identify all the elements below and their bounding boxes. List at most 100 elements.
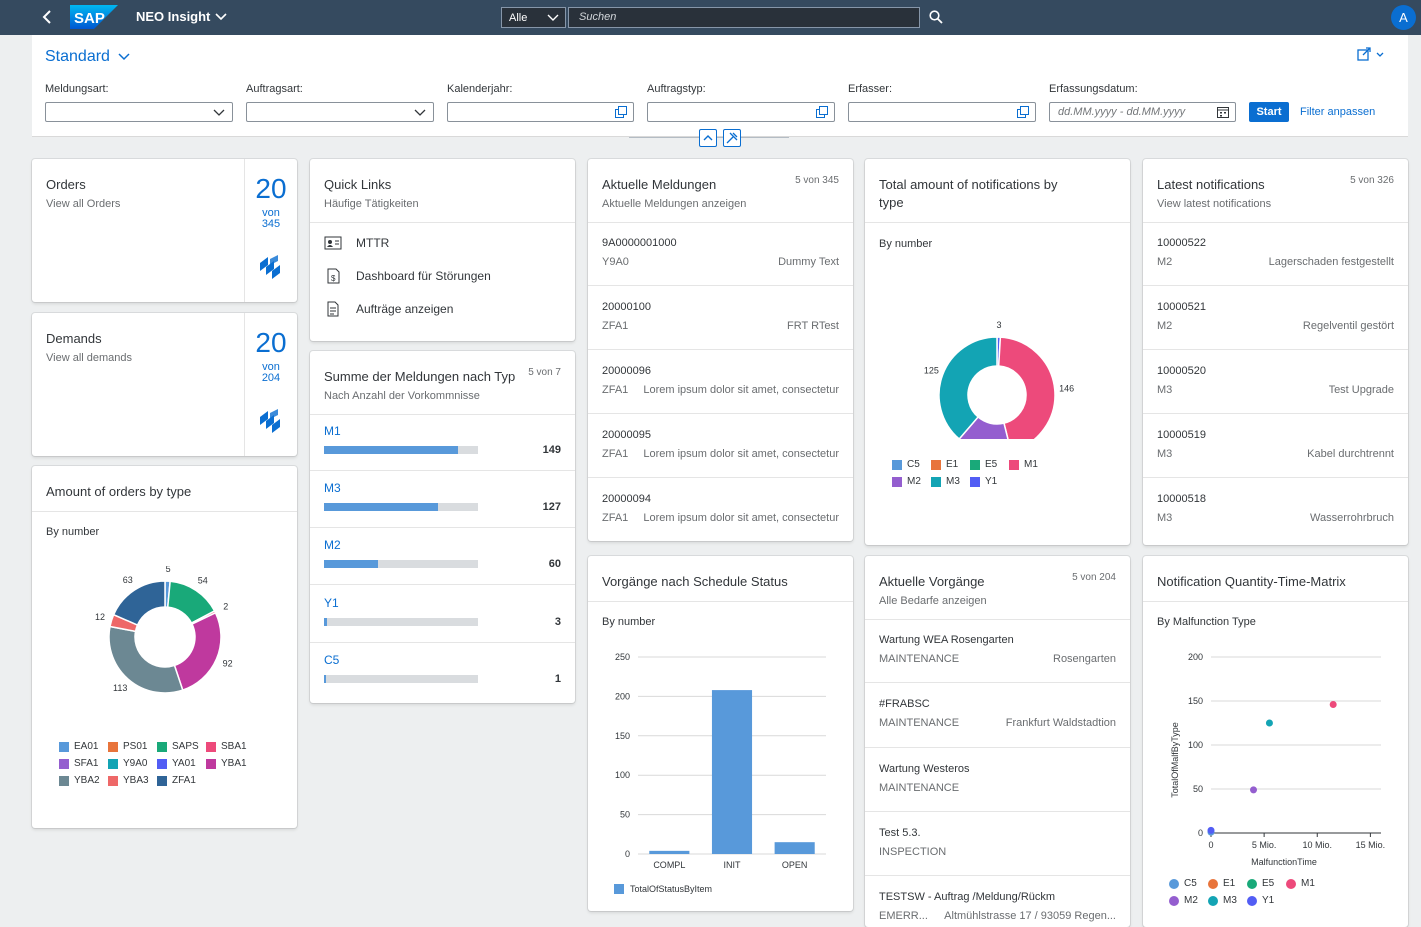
search-scope-select[interactable]: Alle — [501, 7, 566, 28]
list-item[interactable]: TESTSW - Auftrag /Meldung/Rückm EMERR... A… — [865, 876, 1130, 927]
legend-item-c5[interactable]: C5 — [892, 459, 920, 470]
meldungsart-select[interactable] — [45, 102, 233, 122]
filter-label-auftragsart: Auftragsart: — [246, 83, 303, 95]
scatter-point-m2[interactable] — [1250, 786, 1257, 794]
legend-item-m1[interactable]: M1 — [1286, 878, 1315, 889]
list-item[interactable]: Test 5.3. INSPECTION — [865, 812, 1130, 877]
legend-item-sba1[interactable]: SBA1 — [206, 741, 247, 752]
bar-row-y1[interactable]: Y1 3 — [310, 586, 575, 643]
legend-item-e5[interactable]: E5 — [970, 459, 997, 470]
list-item[interactable]: 10000518 M3 Wasserrohrbruch — [1143, 478, 1408, 542]
legend-item-c5[interactable]: C5 — [1169, 878, 1197, 889]
auftragsart-select[interactable] — [246, 102, 434, 122]
legend-item-e5[interactable]: E5 — [1247, 878, 1274, 889]
list-item[interactable]: 20000100 ZFA1 FRT RTest — [588, 286, 853, 350]
donut-slice-yba1[interactable] — [173, 611, 222, 692]
bar-row-m1[interactable]: M1 149 — [310, 414, 575, 471]
scatter-point-y1[interactable] — [1207, 826, 1215, 834]
kalenderjahr-input[interactable] — [447, 102, 634, 122]
erfassungsdatum-input[interactable]: dd.MM.yyyy - dd.MM.yyyy — [1049, 102, 1236, 122]
list-item[interactable]: #FRABSC MAINTENANCE Frankfurt Waldstadtion — [865, 683, 1130, 748]
variant-select[interactable]: Standard — [45, 48, 131, 66]
summe-meldungen-card[interactable]: Summe der Meldungen nach Typ 5 von 7 Nac… — [310, 351, 575, 703]
share-icon[interactable] — [1357, 47, 1387, 63]
vorgaenge-status-card[interactable]: Vorgänge nach Schedule Status By number … — [588, 556, 853, 911]
donut-slice-m3[interactable] — [938, 336, 998, 439]
legend-item-ps01[interactable]: PS01 — [108, 741, 147, 752]
collapse-header-button[interactable] — [699, 129, 717, 147]
legend-item-yba3[interactable]: YBA3 — [108, 775, 149, 786]
search-input[interactable]: Suchen — [568, 7, 920, 28]
legend-item-zfa1[interactable]: ZFA1 — [157, 775, 196, 786]
scatter-point-m1[interactable] — [1329, 701, 1337, 709]
app-title[interactable]: NEO Insight — [136, 9, 228, 24]
pin-header-button[interactable] — [723, 129, 741, 147]
avatar[interactable]: A — [1391, 5, 1416, 30]
value-help-icon[interactable] — [816, 106, 828, 118]
legend-item-m1[interactable]: M1 — [1009, 459, 1038, 470]
list-item[interactable]: 20000095 ZFA1 Lorem ipsum dolor sit amet, … — [588, 414, 853, 478]
item-title: Wartung WEA Rosengarten — [879, 634, 1014, 646]
donut-slice-zfa1[interactable] — [112, 580, 166, 627]
list-item[interactable]: 10000522 M2 Lagerschaden festgestellt — [1143, 222, 1408, 286]
legend-item-m2[interactable]: M2 — [892, 476, 921, 487]
bar-track — [324, 617, 478, 626]
list-item[interactable]: Wartung WEA Rosengarten MAINTENANCE Roseng… — [865, 619, 1130, 684]
list-item[interactable]: 20000094 ZFA1 Lorem ipsum dolor sit amet, … — [588, 478, 853, 541]
legend-item-ea01[interactable]: EA01 — [59, 741, 98, 752]
aktuelle-meldungen-card[interactable]: Aktuelle Meldungen 5 von 345 Aktuelle Me… — [588, 159, 853, 541]
legend-item-y9a0[interactable]: Y9A0 — [108, 758, 147, 769]
quick-link-dashboard[interactable]: $ Dashboard für Störungen — [324, 268, 491, 284]
bar-open[interactable] — [774, 842, 815, 854]
amount-orders-card[interactable]: Amount of orders by type By number 5 54 2 9… — [32, 466, 297, 828]
list-item[interactable]: 10000520 M3 Test Upgrade — [1143, 350, 1408, 414]
search-icon[interactable] — [929, 10, 943, 24]
legend-swatch — [1286, 878, 1296, 889]
bar-init[interactable] — [711, 690, 753, 854]
donut-slice-m1[interactable] — [997, 336, 1056, 439]
go-button[interactable]: Start — [1249, 102, 1289, 122]
bar-row-m3[interactable]: M3 127 — [310, 471, 575, 529]
matrix-card[interactable]: Notification Quantity-Time-Matrix By Mal… — [1143, 556, 1408, 927]
legend-item-saps[interactable]: SAPS — [157, 741, 199, 752]
calendar-icon[interactable] — [1217, 106, 1229, 118]
value-help-icon[interactable] — [615, 106, 627, 118]
legend-item-e1[interactable]: E1 — [1208, 878, 1235, 889]
legend-item-y1[interactable]: Y1 — [1247, 895, 1274, 906]
list-item[interactable]: Wartung Westeros MAINTENANCE — [865, 748, 1130, 812]
legend-item-yba2[interactable]: YBA2 — [59, 775, 100, 786]
bar-row-m2[interactable]: M2 60 — [310, 528, 575, 586]
adapt-filters-link[interactable]: Filter anpassen — [1300, 106, 1376, 118]
scatter-point-m3[interactable] — [1265, 719, 1273, 727]
bar-row-c5[interactable]: C5 1 — [310, 643, 575, 700]
quick-link-auftraege[interactable]: Aufträge anzeigen — [324, 301, 453, 317]
legend-item-e1[interactable]: E1 — [931, 459, 958, 470]
donut-slice-yba2[interactable] — [108, 625, 184, 694]
erfasser-input[interactable] — [848, 102, 1036, 122]
legend-item-sfa1[interactable]: SFA1 — [59, 758, 98, 769]
legend-item-ya01[interactable]: YA01 — [157, 758, 196, 769]
legend-item-m3[interactable]: M3 — [931, 476, 960, 487]
legend-label[interactable]: TotalOfStatusByItem — [630, 884, 712, 894]
value-help-icon[interactable] — [1017, 106, 1029, 118]
sap-logo[interactable]: SAP — [70, 5, 118, 29]
legend-item-m2[interactable]: M2 — [1169, 895, 1198, 906]
latest-notifications-card[interactable]: Latest notifications 5 von 326 View late… — [1143, 159, 1408, 545]
legend-item-yba1[interactable]: YBA1 — [206, 758, 247, 769]
list-item[interactable]: 10000521 M2 Regelventil gestört — [1143, 286, 1408, 350]
legend-label: M1 — [1301, 878, 1315, 889]
list-item[interactable]: 10000519 M3 Kabel durchtrennt — [1143, 414, 1408, 478]
list-item[interactable]: 20000096 ZFA1 Lorem ipsum dolor sit amet, … — [588, 350, 853, 414]
total-notifications-card[interactable]: Total amount of notifications by type By… — [865, 159, 1130, 545]
legend-item-m3[interactable]: M3 — [1208, 895, 1237, 906]
filter-label-meldungsart: Meldungsart: — [45, 83, 109, 95]
legend-item-y1[interactable]: Y1 — [970, 476, 997, 487]
auftragstyp-input[interactable] — [647, 102, 835, 122]
back-icon[interactable] — [40, 8, 54, 26]
quick-link-mttr[interactable]: MTTR — [324, 235, 389, 251]
aktuelle-vorgaenge-card[interactable]: Aktuelle Vorgänge 5 von 204 Alle Bedarfe… — [865, 556, 1130, 927]
demands-card[interactable]: Demands View all demands 20 von 204 — [32, 313, 297, 456]
bar-compl[interactable] — [649, 850, 690, 854]
list-item[interactable]: 9A0000001000 Y9A0 Dummy Text — [588, 222, 853, 286]
orders-card[interactable]: Orders View all Orders 20 von 345 — [32, 159, 297, 302]
